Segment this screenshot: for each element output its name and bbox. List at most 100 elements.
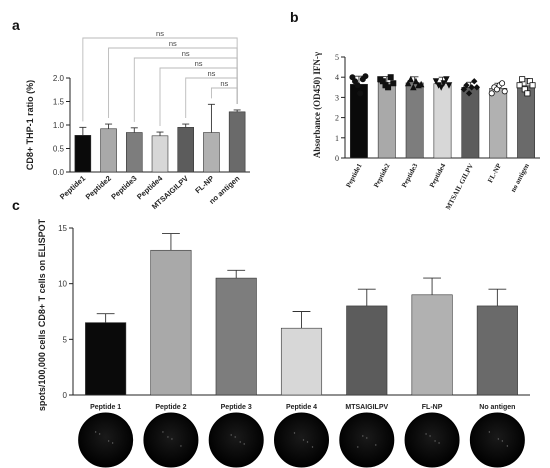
elispot-spot (506, 445, 509, 447)
y-tick-label: 10 (58, 280, 67, 289)
elispot-spot (366, 437, 368, 439)
elispot-well (339, 412, 395, 468)
bar (228, 111, 246, 173)
comparison-bracket (159, 67, 238, 127)
y-tick-label: 2.0 (53, 74, 65, 83)
chart-b: Absorbance (OD450) IFN-γ 0 1 2 3 4 5 Peptide1… (312, 51, 540, 211)
bar (433, 83, 452, 159)
category-label: no antigen (509, 162, 531, 193)
elispot-well (78, 412, 134, 468)
data-point (410, 83, 417, 91)
bar (203, 132, 220, 173)
y-tick-label: 5 (63, 335, 68, 344)
comparison-bracket (108, 47, 238, 119)
elispot-spot (239, 441, 241, 443)
category-label: Peptide4 (428, 162, 448, 189)
data-point (412, 77, 420, 85)
category-label: Peptide1 (58, 174, 87, 202)
data-point (385, 84, 392, 91)
bar (100, 128, 117, 173)
elispot-spot (230, 434, 232, 436)
elispot-spot (94, 431, 97, 433)
y-tick-label: 5 (335, 53, 339, 62)
category-label: Peptide2 (372, 162, 392, 189)
category-label: MTSAIGILPV (345, 404, 388, 411)
data-point (362, 73, 369, 80)
elispot-spot (434, 440, 436, 442)
data-point (460, 86, 468, 93)
category-label: FL-NP (486, 162, 503, 185)
elispot-spot (488, 431, 491, 433)
elispot-well (143, 412, 199, 468)
data-point (473, 84, 481, 91)
elispot-well (469, 412, 525, 468)
comparison-label: ns (156, 29, 164, 38)
category-label: MTSAIL GILPV (444, 162, 475, 211)
bar (151, 135, 169, 173)
data-point (463, 82, 470, 89)
bar (126, 132, 143, 173)
elispot-spot (167, 436, 169, 438)
elispot-spot (98, 433, 101, 435)
chart-a-category-labels: Peptide1Peptide2Peptide3Peptide4MTSAIGIL… (58, 173, 242, 211)
elispot-wells (78, 412, 525, 468)
y-tick-label: 4 (335, 73, 339, 82)
chart-a: CD8+ THP-1 ratio (%) 0.00.51.01.52.0 nsn… (25, 29, 250, 211)
elispot-spot (501, 440, 504, 442)
bar (74, 135, 92, 173)
elispot-spot (311, 446, 314, 448)
category-label: Peptide 2 (155, 404, 186, 411)
bar (177, 127, 194, 173)
bar (476, 305, 518, 396)
elispot-spot (171, 438, 173, 440)
category-label: Peptide1 (344, 162, 364, 189)
category-label: Peptide 1 (90, 404, 121, 411)
elispot-spot (375, 444, 377, 446)
elispot-spot (234, 436, 236, 438)
comparison-label: ns (182, 49, 190, 58)
y-tick-label: 0 (63, 391, 68, 400)
category-label: Peptide2 (84, 174, 113, 202)
bar (85, 322, 127, 396)
elispot-well (208, 412, 264, 468)
category-label: FL-NP (193, 174, 215, 195)
category-label: Peptide 4 (286, 404, 317, 411)
chart-a-bars (74, 103, 246, 173)
data-point (407, 75, 414, 83)
y-tick-label: 1 (335, 134, 339, 143)
elispot-spot (438, 442, 440, 444)
chart-c: spots/100,000 cells CD8+ T cells on ELIS… (37, 218, 530, 468)
comparison-bracket (210, 87, 238, 104)
data-point (443, 76, 450, 83)
data-point (529, 82, 536, 89)
y-tick-label: 0 (335, 154, 339, 163)
data-point (499, 80, 506, 87)
data-point (471, 78, 478, 85)
y-tick-label: 3 (335, 93, 339, 102)
data-point (432, 78, 440, 85)
data-point (437, 84, 445, 91)
elispot-spot (162, 431, 164, 433)
data-point (387, 74, 394, 81)
bar (346, 305, 388, 396)
chart-b-ylabel: Absorbance (OD450) IFN-γ (312, 51, 322, 158)
elispot-spot (107, 440, 110, 442)
elispot-spot (357, 446, 359, 448)
bar (215, 277, 257, 396)
data-point (417, 80, 425, 88)
data-point (519, 76, 526, 83)
elispot-well (404, 412, 460, 468)
elispot-spot (243, 443, 245, 445)
bar (411, 294, 453, 396)
data-point (445, 82, 453, 89)
elispot-spot (497, 438, 500, 440)
data-point (357, 90, 364, 97)
category-label: No antigen (479, 404, 515, 411)
comparison-label: ns (195, 59, 203, 68)
panel-label-a: a (12, 17, 20, 33)
data-point (524, 90, 531, 97)
data-point (465, 90, 473, 97)
chart-c-ylabel: spots/100,000 cells CD8+ T cells on ELIS… (37, 218, 47, 411)
